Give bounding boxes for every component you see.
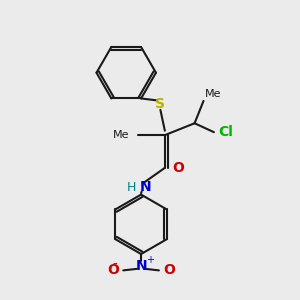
Text: N: N xyxy=(140,180,151,194)
Text: +: + xyxy=(146,255,154,265)
Text: Me: Me xyxy=(113,130,129,140)
Text: -: - xyxy=(112,257,117,272)
Text: O: O xyxy=(164,263,175,278)
Text: Me: Me xyxy=(205,89,221,100)
Text: Cl: Cl xyxy=(218,125,233,139)
Text: O: O xyxy=(107,263,119,278)
Text: N: N xyxy=(135,259,147,273)
Text: O: O xyxy=(172,161,184,175)
Text: S: S xyxy=(155,97,165,111)
Text: H: H xyxy=(127,181,136,194)
